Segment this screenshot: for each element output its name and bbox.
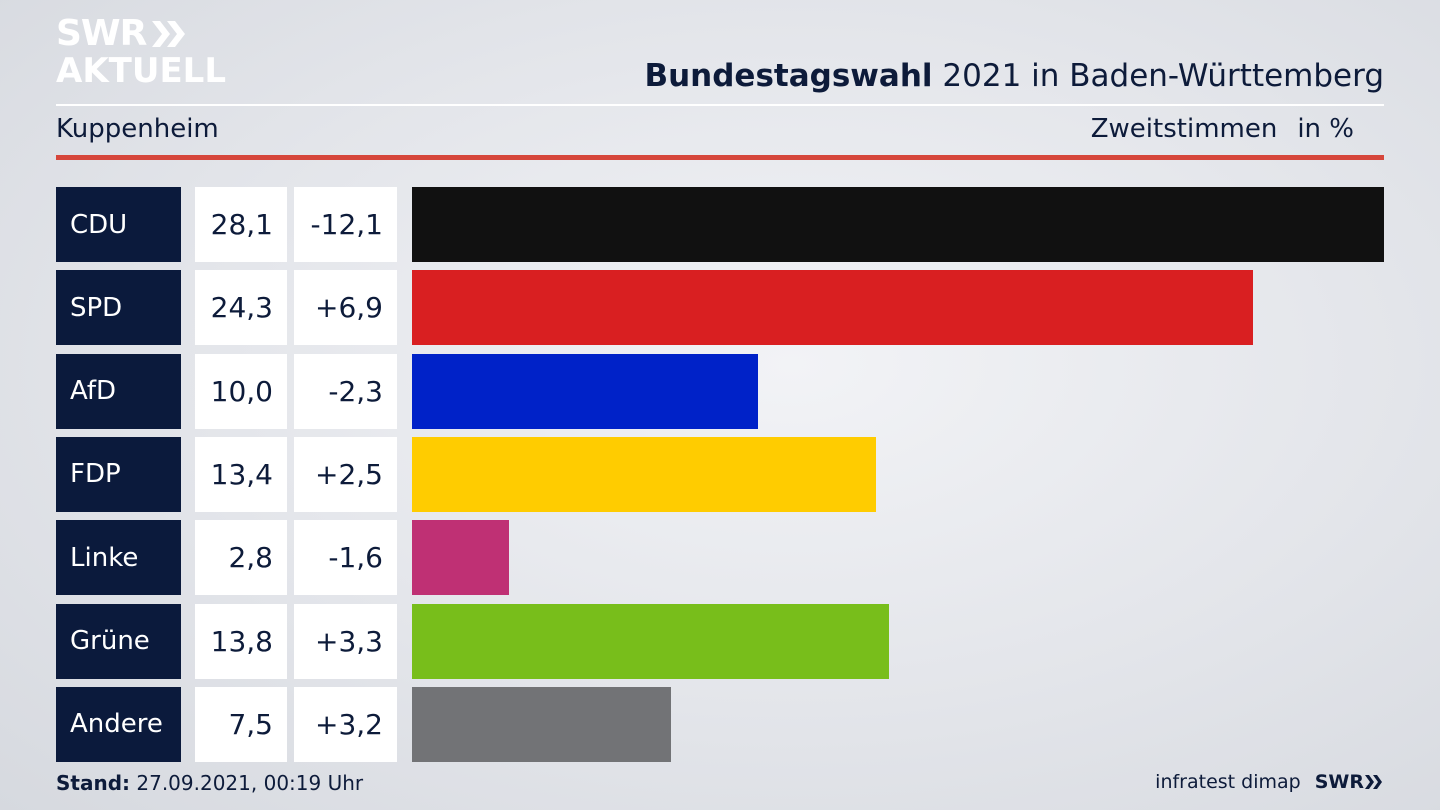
page-title: Bundestagswahl 2021 in Baden-Württemberg <box>644 58 1384 94</box>
source-credit: infratest dimap SWR <box>1155 771 1384 793</box>
chart-row: CDU 28,1 -12,1 <box>56 187 1384 262</box>
party-label: Linke <box>56 520 181 596</box>
bar-andere <box>412 686 671 762</box>
vote-share-label: 28,1 <box>195 187 287 262</box>
vote-share-label: 7,5 <box>195 686 287 762</box>
swr-brand: SWR <box>1315 771 1384 793</box>
bar-afd <box>412 353 758 429</box>
vote-share-label: 10,0 <box>195 353 287 429</box>
chart-row: FDP 13,4 +2,5 <box>56 436 1384 512</box>
bar-grüne <box>412 603 889 679</box>
measure-text: Zweitstimmen <box>1090 114 1278 144</box>
change-label: -2,3 <box>294 353 397 429</box>
change-label: +3,3 <box>294 603 397 679</box>
vote-share-label: 13,8 <box>195 603 287 679</box>
party-label: CDU <box>56 187 181 262</box>
chart-row: SPD 24,3 +6,9 <box>56 270 1384 346</box>
unit-text: in % <box>1297 114 1354 144</box>
vote-share-label: 13,4 <box>195 436 287 512</box>
party-label: AfD <box>56 353 181 429</box>
change-label: -12,1 <box>294 187 397 262</box>
logo-swr-text: SWR <box>56 13 147 54</box>
chart-row: AfD 10,0 -2,3 <box>56 353 1384 429</box>
chart-row: Linke 2,8 -1,6 <box>56 520 1384 596</box>
stand-label: Stand: <box>56 771 131 795</box>
double-chevron-icon <box>152 21 186 47</box>
swr-aktuell-logo: SWR AKTUELL <box>56 13 227 91</box>
stand-value: 27.09.2021, 00:19 Uhr <box>130 771 364 795</box>
change-label: -1,6 <box>294 520 397 596</box>
bar-linke <box>412 520 509 596</box>
chart-row: Andere 7,5 +3,2 <box>56 686 1384 762</box>
bar-spd <box>412 270 1253 346</box>
bar-fdp <box>412 436 876 512</box>
double-chevron-small-icon <box>1365 775 1382 789</box>
party-label: SPD <box>56 270 181 346</box>
change-label: +6,9 <box>294 270 397 346</box>
measure-label: Zweitstimmen in % <box>1091 114 1354 144</box>
vote-share-label: 24,3 <box>195 270 287 346</box>
header-divider <box>56 104 1384 106</box>
source-text: infratest dimap <box>1155 771 1301 793</box>
party-label: FDP <box>56 436 181 512</box>
party-label: Grüne <box>56 603 181 679</box>
accent-divider <box>56 155 1384 160</box>
logo-aktuell-text: AKTUELL <box>56 51 227 91</box>
party-label: Andere <box>56 686 181 762</box>
title-rest: 2021 in Baden-Württemberg <box>932 58 1384 94</box>
chart-row: Grüne 13,8 +3,3 <box>56 603 1384 679</box>
change-label: +2,5 <box>294 436 397 512</box>
region-subtitle: Kuppenheim <box>56 114 219 144</box>
swr-brand-text: SWR <box>1314 771 1364 793</box>
bar-cdu <box>412 187 1384 262</box>
title-bold: Bundestagswahl <box>644 58 933 94</box>
vote-share-label: 2,8 <box>195 520 287 596</box>
change-label: +3,2 <box>294 686 397 762</box>
timestamp: Stand: 27.09.2021, 00:19 Uhr <box>56 771 363 795</box>
